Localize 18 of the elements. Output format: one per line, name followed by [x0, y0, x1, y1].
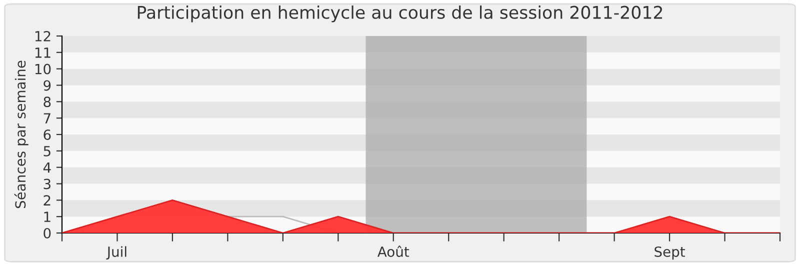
y-tick-label: 8: [44, 96, 51, 108]
x-tick-label: Sept: [654, 246, 686, 260]
y-tick-label: 11: [35, 48, 50, 58]
x-tick-label: Août: [377, 246, 410, 257]
x-tick-label: Juil: [106, 246, 126, 260]
chart-title: Participation en hemicycle au cours de la session 2011-2012: [138, 6, 662, 22]
y-tick-label: 4: [43, 162, 51, 173]
y-tick-label: 12: [35, 30, 50, 42]
y-tick-label: 6: [44, 129, 51, 140]
y-tick-label: 2: [44, 195, 50, 206]
y-tick-label: 5: [44, 146, 50, 156]
y-tick-label: 10: [35, 64, 51, 74]
y-tick-label: 1: [44, 212, 50, 222]
y-tick-label: 7: [44, 113, 50, 124]
y-tick-label: 0: [44, 228, 51, 238]
y-tick-label: 3: [44, 178, 50, 190]
y-tick-label: 9: [44, 80, 51, 91]
y-axis-title: Séances par semaine: [14, 60, 28, 208]
